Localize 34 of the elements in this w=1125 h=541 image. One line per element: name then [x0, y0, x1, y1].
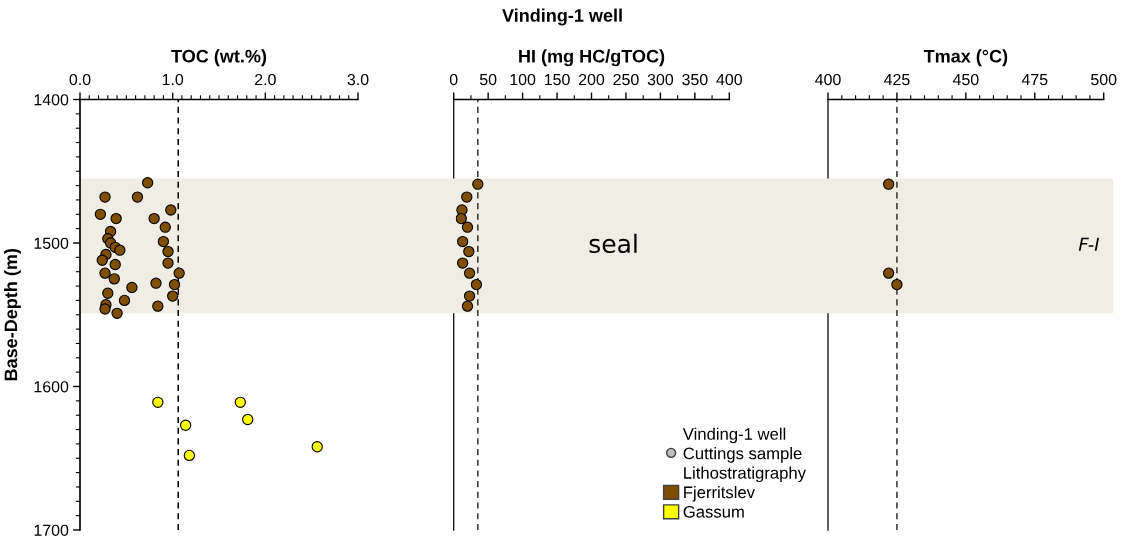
legend-label: Gassum [683, 505, 744, 518]
x-tick-label: 1.0 [162, 73, 184, 86]
y-tick-label: 1400 [34, 94, 69, 106]
x-tick-label: 400 [716, 73, 742, 86]
x-tick-label: 475 [1021, 74, 1048, 86]
x-tick-label: 350 [682, 73, 708, 86]
x-tick-label: 50 [479, 73, 497, 86]
x-tick-label: 450 [952, 73, 979, 86]
x-tick-label: 200 [578, 73, 605, 86]
x-tick-label: 300 [647, 73, 674, 86]
legend-label: Fjerritslev [684, 486, 755, 502]
x-tick-label: 425 [883, 73, 910, 86]
x-tick-label: 2.0 [255, 73, 276, 86]
y-tick-label: 1600 [34, 381, 69, 393]
chart-title: Vinding-1 well [502, 8, 622, 26]
x-axis-title: Tmax (°C) [923, 49, 1008, 67]
y-axis-title: Base-Depth (m) [4, 248, 21, 381]
x-axis-title: HI (mg HC/gTOC) [519, 49, 665, 67]
x-tick-label: 500 [1091, 73, 1117, 86]
x-tick-label: 250 [613, 73, 639, 86]
annotation: Vinding-1 well [682, 427, 786, 444]
x-tick-label: 400 [815, 73, 841, 86]
legend-title: Lithostratigraphy [684, 466, 806, 483]
x-tick-label: 0.0 [69, 73, 91, 86]
x-tick-label: 150 [544, 73, 570, 86]
annotation: Cuttings sample [683, 447, 802, 463]
band-label: seal [589, 233, 637, 254]
y-tick-label: 1500 [34, 237, 69, 249]
x-tick-label: 100 [510, 73, 536, 86]
x-tick-label: 0 [449, 73, 458, 86]
x-tick-label: 3.0 [347, 73, 369, 86]
x-axis-title: TOC (wt.%) [171, 49, 267, 67]
annotation: F-I [1078, 237, 1100, 251]
y-tick-label: 1700 [34, 524, 69, 536]
